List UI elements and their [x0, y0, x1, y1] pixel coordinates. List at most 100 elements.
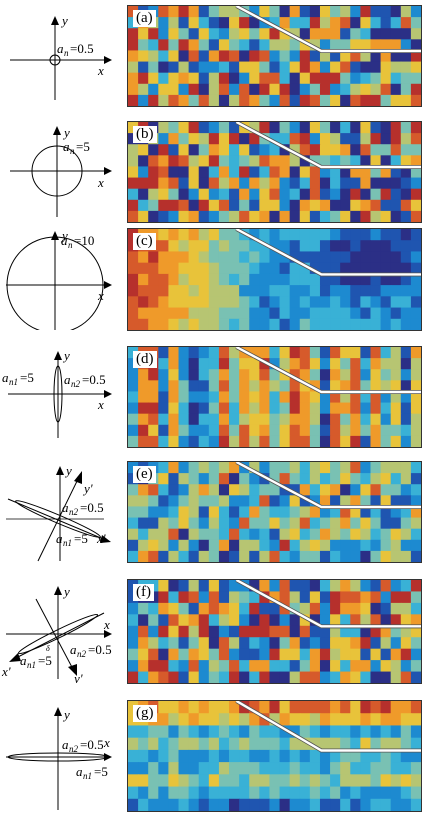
field-cell	[239, 625, 250, 638]
field-cell	[158, 737, 170, 751]
field-cell	[128, 506, 139, 519]
field-cell	[269, 737, 281, 751]
field-cell	[380, 6, 392, 18]
field-cell	[229, 391, 240, 404]
field-cell	[218, 61, 230, 74]
field-cell	[410, 188, 421, 201]
field-cell	[279, 72, 291, 85]
field-cell	[410, 462, 421, 474]
field-cell	[380, 591, 392, 604]
field-cell	[340, 550, 351, 562]
field-cell	[340, 495, 351, 508]
field-cell	[319, 798, 331, 811]
a2-label: a	[62, 737, 69, 752]
y-axis-label: y	[60, 13, 68, 28]
field-cell	[410, 528, 421, 541]
field-cell	[259, 484, 271, 496]
field-cell	[309, 473, 321, 485]
field-cell	[229, 660, 240, 673]
field-cell	[380, 251, 392, 264]
field-cell	[269, 188, 281, 201]
field-cell	[360, 424, 372, 437]
field-cell	[128, 155, 139, 168]
field-cell	[330, 462, 341, 474]
field-cell	[218, 122, 230, 134]
field-cell	[350, 166, 361, 179]
field-cell	[259, 273, 271, 286]
field-cell	[400, 671, 412, 683]
field-cell	[239, 144, 250, 156]
field-cell	[410, 240, 421, 253]
field-cell	[229, 50, 240, 63]
field-cell	[309, 550, 321, 562]
field-cell	[360, 786, 372, 800]
field-cell	[168, 580, 180, 593]
field-cell	[299, 749, 311, 763]
field-cell	[370, 402, 382, 415]
y-axis-label: y	[62, 707, 70, 722]
field-cell	[279, 671, 291, 683]
field-cell	[208, 318, 220, 330]
field-cell	[309, 358, 321, 370]
field-cell	[128, 285, 139, 297]
field-cell	[269, 798, 281, 811]
field-cell	[410, 660, 421, 673]
field-cell	[289, 580, 301, 593]
field-cell	[188, 413, 200, 426]
field-cell	[208, 774, 220, 788]
field-cell	[208, 506, 220, 519]
field-cell	[390, 72, 402, 85]
field-cell	[370, 625, 382, 638]
field-cell	[158, 580, 170, 593]
field-cell	[279, 94, 291, 106]
field-cell	[330, 17, 341, 29]
field-cell	[370, 671, 382, 683]
field-cell	[360, 61, 372, 74]
field-cell	[178, 122, 190, 134]
field-cell	[360, 83, 372, 96]
field-cell	[218, 762, 230, 775]
field-cell	[319, 391, 331, 404]
field-cell	[218, 94, 230, 106]
field-cell	[249, 749, 260, 763]
field-cell	[390, 6, 402, 18]
field-cell	[350, 435, 361, 447]
field-cell	[269, 144, 281, 156]
field-cell	[350, 28, 361, 40]
field-cell	[370, 83, 382, 96]
field-cell	[168, 648, 180, 661]
field-cell	[218, 17, 230, 29]
a2-subscript: n2	[69, 507, 79, 517]
field-cell	[229, 273, 240, 286]
field-cell	[350, 517, 361, 530]
field-cell	[158, 285, 170, 297]
field-cell	[289, 713, 301, 727]
field-cell	[309, 50, 321, 63]
field-cell	[249, 380, 260, 393]
field-cell	[249, 660, 260, 673]
field-cell	[259, 749, 271, 763]
field-cell	[168, 240, 180, 253]
field-cell	[309, 391, 321, 404]
field-cell	[218, 550, 230, 562]
field-cell	[138, 28, 149, 40]
field-cell	[178, 749, 190, 763]
field-cell	[360, 614, 372, 627]
field-cell	[279, 798, 291, 811]
field-cell	[249, 413, 260, 426]
field-cell	[309, 749, 321, 763]
field-cell	[229, 484, 240, 496]
field-cell	[259, 786, 271, 800]
field-cell	[198, 402, 210, 415]
field-cell	[239, 660, 250, 673]
field-cell	[299, 648, 311, 661]
field-cell	[390, 550, 402, 562]
field-cell	[350, 762, 361, 775]
field-cell	[269, 28, 281, 40]
field-cell	[390, 380, 402, 393]
field-cell	[350, 424, 361, 437]
field-cell	[400, 240, 412, 253]
field-cell	[319, 144, 331, 156]
field-cell	[309, 539, 321, 552]
field-cell	[309, 402, 321, 415]
